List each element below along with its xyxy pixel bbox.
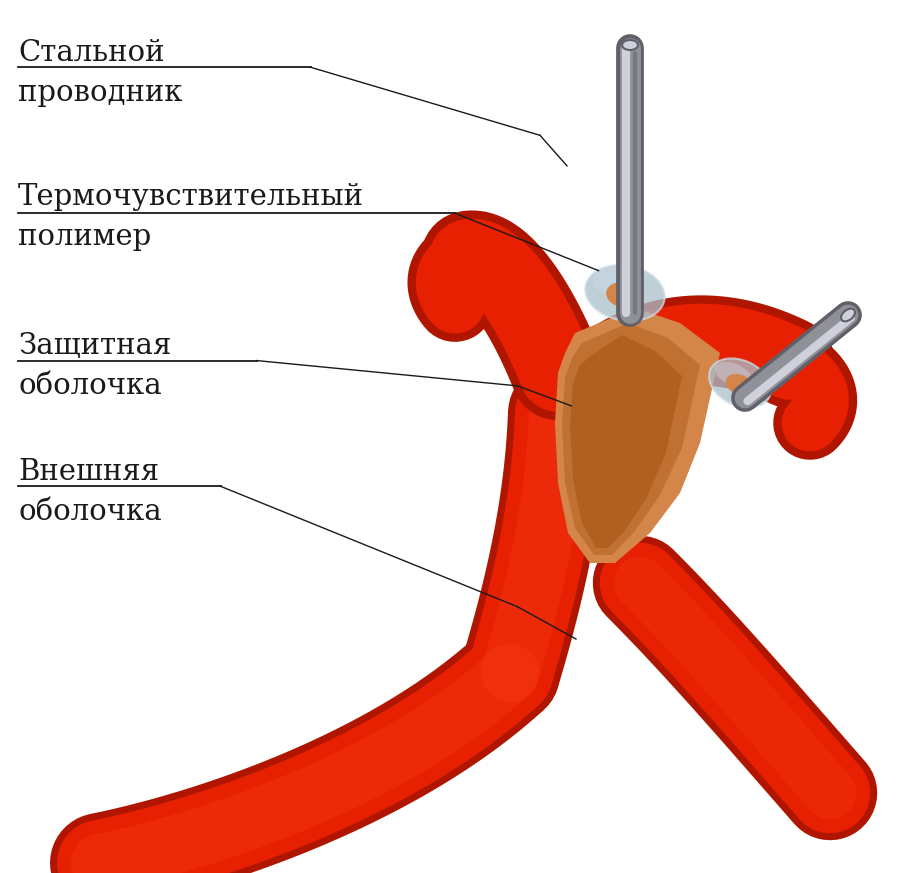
- Ellipse shape: [607, 282, 644, 308]
- Polygon shape: [555, 308, 720, 563]
- Text: проводник: проводник: [18, 79, 183, 107]
- Polygon shape: [570, 335, 682, 548]
- Text: оболочка: оболочка: [18, 498, 162, 526]
- Ellipse shape: [709, 359, 771, 408]
- Ellipse shape: [593, 268, 643, 299]
- Text: оболочка: оболочка: [18, 372, 162, 400]
- Ellipse shape: [716, 362, 752, 388]
- Ellipse shape: [841, 309, 855, 321]
- Ellipse shape: [725, 374, 754, 396]
- Text: Стальной: Стальной: [18, 39, 165, 67]
- Text: Термочувствительный: Термочувствительный: [18, 183, 364, 211]
- Polygon shape: [562, 323, 700, 555]
- Text: Внешняя: Внешняя: [18, 458, 159, 486]
- Ellipse shape: [622, 40, 638, 50]
- Text: Защитная: Защитная: [18, 332, 171, 360]
- Ellipse shape: [585, 265, 665, 321]
- Text: полимер: полимер: [18, 223, 151, 251]
